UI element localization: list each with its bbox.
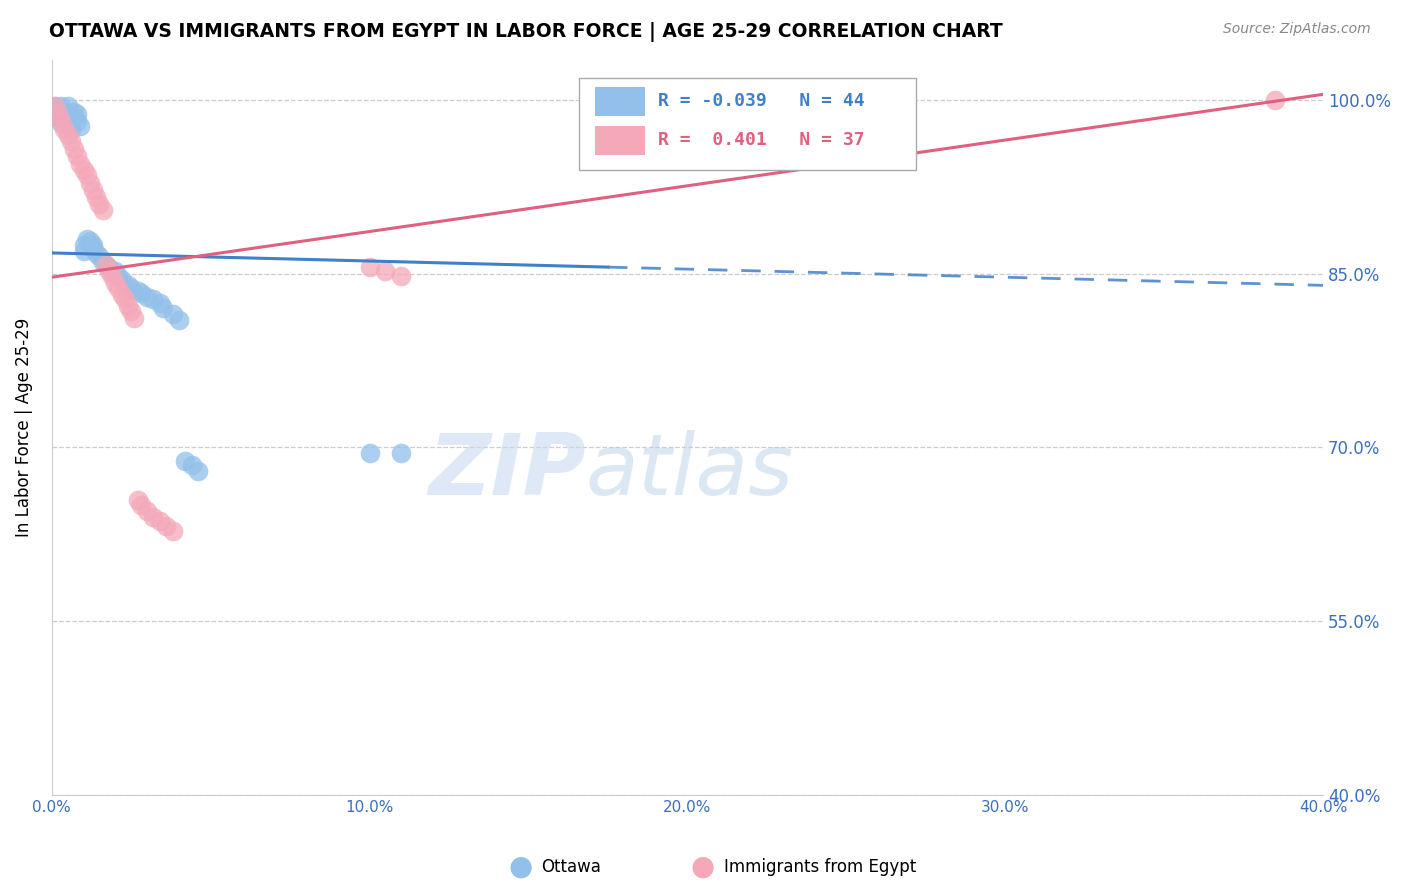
Point (63, 104, 86, 119)
Point (51, 114, 73, 128)
Point (107, 280, 129, 294)
Point (82, 241, 104, 255)
Point (111, 287, 134, 301)
Point (66, 107, 89, 121)
Point (89, 197, 111, 211)
Point (46, 111, 69, 125)
Point (374, 264, 396, 278)
Point (129, 286, 152, 301)
Point (79, 177, 101, 191)
Point (104, 276, 127, 290)
Point (117, 299, 139, 313)
Point (51, 116, 73, 130)
Text: Immigrants from Egypt: Immigrants from Egypt (724, 858, 917, 876)
Point (104, 264, 127, 278)
Point (82, 183, 104, 197)
Text: Source: ZipAtlas.com: Source: ZipAtlas.com (1223, 22, 1371, 37)
Point (167, 313, 190, 327)
Text: ZIP: ZIP (427, 430, 586, 513)
Point (120, 303, 142, 318)
Bar (579, 78, 917, 169)
Point (69, 157, 91, 171)
Point (127, 492, 149, 507)
Point (97, 264, 120, 278)
Point (84, 246, 107, 260)
Point (162, 524, 184, 538)
Text: ●: ● (508, 853, 533, 881)
Text: OTTAWA VS IMMIGRANTS FROM EGYPT IN LABOR FORCE | AGE 25-29 CORRELATION CHART: OTTAWA VS IMMIGRANTS FROM EGYPT IN LABOR… (49, 22, 1002, 42)
Bar (595, 87, 645, 116)
Point (149, 515, 172, 529)
Point (97, 260, 120, 275)
Point (136, 504, 159, 518)
Point (136, 290, 159, 304)
Point (155, 519, 177, 533)
Point (72, 237, 94, 252)
Text: Ottawa: Ottawa (541, 858, 602, 876)
Point (129, 498, 152, 512)
Point (63, 142, 86, 156)
Point (46, 104, 69, 119)
Point (152, 301, 174, 316)
Text: R =  0.401   N = 37: R = 0.401 N = 37 (658, 131, 865, 149)
Point (149, 295, 172, 310)
Point (59, 134, 82, 148)
Point (101, 269, 124, 284)
Point (72, 244, 94, 258)
Point (69, 119, 91, 133)
Point (51, 99, 73, 113)
Point (53, 122, 76, 136)
Point (53, 104, 76, 119)
Point (127, 284, 149, 298)
Point (91, 203, 114, 218)
Point (82, 237, 104, 252)
Point (46, 107, 69, 121)
Point (84, 190, 107, 204)
Y-axis label: In Labor Force | Age 25-29: In Labor Force | Age 25-29 (15, 318, 32, 537)
Point (389, 446, 412, 460)
Point (56, 99, 79, 113)
Point (66, 114, 89, 128)
Point (66, 149, 89, 163)
Point (162, 307, 184, 321)
Point (389, 269, 412, 284)
Bar (595, 126, 645, 155)
Point (359, 260, 381, 274)
Point (124, 310, 146, 325)
Point (359, 446, 381, 460)
Point (174, 454, 197, 468)
Point (114, 292, 136, 306)
Point (63, 111, 86, 125)
Point (1264, 93, 1286, 107)
Text: ●: ● (690, 853, 716, 881)
Point (117, 278, 139, 293)
Point (89, 249, 111, 263)
Point (56, 111, 79, 125)
Point (59, 122, 82, 136)
Point (72, 162, 94, 177)
Point (79, 235, 101, 249)
Text: atlas: atlas (586, 430, 794, 513)
Point (111, 272, 134, 286)
Point (142, 292, 165, 306)
Point (94, 258, 117, 272)
Point (107, 269, 129, 284)
Text: R = -0.039   N = 44: R = -0.039 N = 44 (658, 92, 865, 110)
Point (94, 258, 117, 272)
Point (180, 458, 202, 472)
Point (44, 99, 66, 113)
Point (56, 128, 79, 142)
Point (76, 169, 98, 183)
Point (76, 232, 98, 246)
Point (91, 255, 114, 269)
Point (187, 464, 209, 478)
Point (59, 116, 82, 130)
Point (44, 99, 66, 113)
Point (120, 280, 142, 294)
Point (142, 509, 165, 524)
